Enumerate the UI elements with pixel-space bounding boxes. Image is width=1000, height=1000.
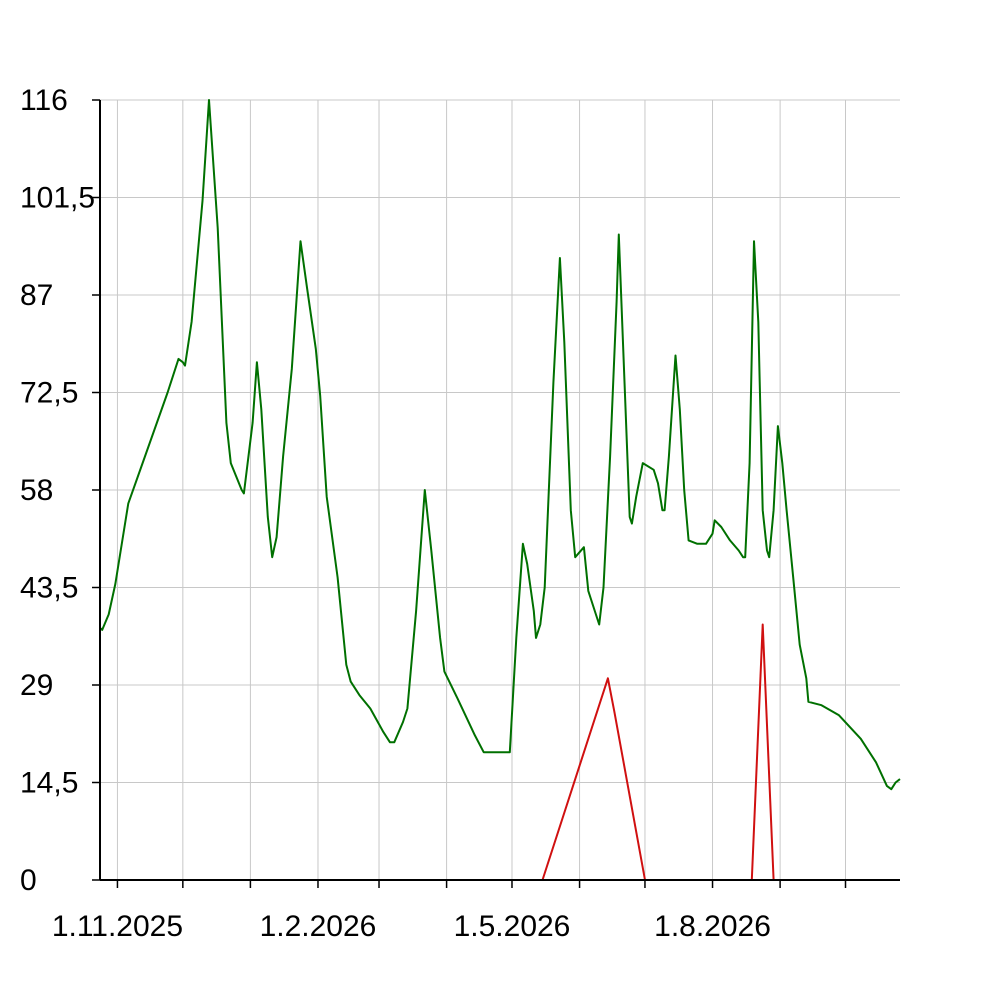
series-line-green (99, 99, 901, 791)
y-tick-label: 116 (20, 84, 68, 117)
y-tick-label: 0 (20, 864, 37, 897)
x-tick-label: 1.8.2026 (654, 910, 771, 943)
x-axis-ticks: 1.11.2025 1.2.2026 1.5.2026 1.8.2026 (52, 880, 847, 943)
y-tick-label: 58 (20, 474, 53, 507)
x-tick-label: 1.11.2025 (52, 910, 183, 943)
y-tick-label: 87 (20, 279, 53, 312)
y-tick-label: 29 (20, 669, 53, 702)
x-tick-label: 1.2.2026 (260, 910, 377, 943)
y-tick-label: 101,5 (20, 182, 95, 215)
y-axis-ticks: 0 14,5 29 43,5 58 72,5 87 101,5 116 (20, 84, 100, 897)
x-tick-label: 1.5.2026 (454, 910, 571, 943)
y-tick-label: 43,5 (20, 572, 78, 605)
y-tick-label: 72,5 (20, 377, 78, 410)
y-tick-label: 14,5 (20, 767, 78, 800)
